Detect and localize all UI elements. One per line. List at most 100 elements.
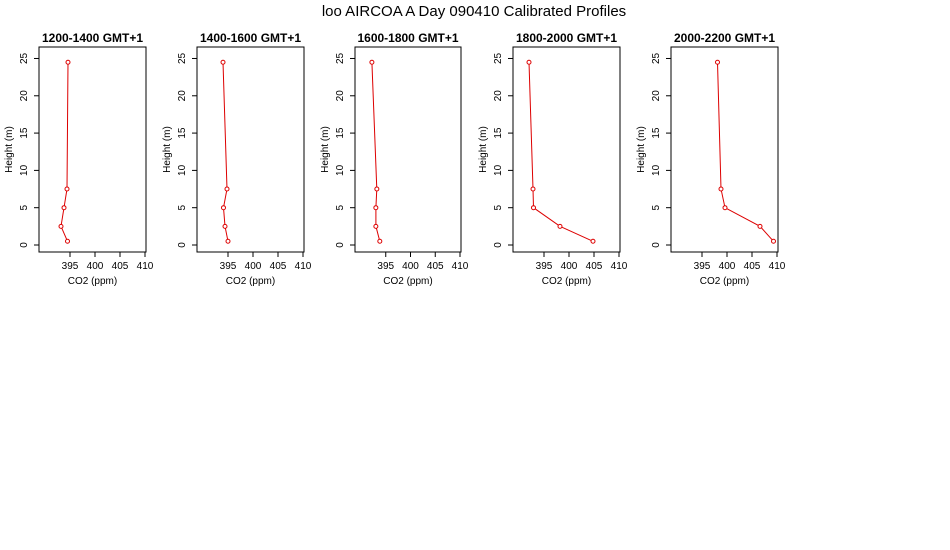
y-tick-label: 15 [651, 127, 662, 139]
data-point [65, 59, 71, 65]
y-tick-label: 5 [177, 204, 188, 210]
y-tick-label: 0 [177, 242, 188, 248]
panel-3: 1600-1800 GMT+1 395 400 405 410 0 5 10 15 20 25 CO2… [320, 31, 469, 287]
data-point [224, 186, 230, 192]
x-tick-label: 405 [586, 261, 603, 272]
y-axis-label: Height (m) [636, 126, 647, 173]
y-tick-label: 20 [651, 90, 662, 102]
data-point [222, 223, 228, 229]
y-tick-label: 10 [493, 164, 504, 176]
data-point [722, 205, 728, 211]
x-axis-label: CO2 (ppm) [226, 276, 275, 287]
profile-line [528, 62, 594, 242]
x-axis-label: CO2 (ppm) [700, 276, 749, 287]
data-point [757, 223, 763, 229]
x-tick-label: 395 [62, 261, 79, 272]
data-point [225, 238, 231, 244]
data-point [64, 186, 70, 192]
y-tick-label: 5 [651, 204, 662, 210]
profile-line [717, 62, 774, 242]
x-tick-label: 405 [270, 261, 287, 272]
y-tick-label: 10 [19, 164, 30, 176]
plot-frame [354, 46, 462, 253]
y-tick-label: 0 [19, 242, 30, 248]
data-point [377, 238, 383, 244]
x-tick-label: 400 [87, 261, 104, 272]
x-axis-label: CO2 (ppm) [383, 276, 432, 287]
x-tick-label: 400 [561, 261, 578, 272]
x-tick-label: 410 [769, 261, 786, 272]
panel-title: 1400-1600 GMT+1 [200, 31, 301, 45]
data-point [771, 238, 776, 244]
x-tick-label: 405 [427, 261, 444, 272]
panel-1: 1200-1400 GMT+1 395 400 405 410 0 5 10 15 20 25 CO2… [4, 31, 154, 287]
y-axis-label: Height (m) [4, 126, 15, 173]
x-axis-label: CO2 (ppm) [542, 276, 591, 287]
y-tick-label: 10 [335, 164, 346, 176]
data-point [373, 223, 379, 229]
data-point [220, 59, 226, 65]
x-tick-label: 410 [611, 261, 628, 272]
profile-line [60, 62, 69, 242]
panel-2: 1400-1600 GMT+1 395 400 405 410 0 5 10 15 20 25 CO2… [162, 31, 312, 287]
data-point [374, 186, 380, 192]
panel-title: 1200-1400 GMT+1 [42, 31, 143, 45]
data-point [373, 205, 379, 211]
y-tick-label: 0 [651, 242, 662, 248]
y-tick-label: 20 [493, 90, 504, 102]
y-axis-label: Height (m) [162, 126, 173, 173]
y-tick-label: 5 [493, 204, 504, 210]
panel-title: 2000-2200 GMT+1 [674, 31, 775, 45]
y-tick-label: 5 [19, 204, 30, 210]
x-tick-label: 395 [536, 261, 553, 272]
data-point [557, 223, 563, 229]
x-tick-label: 400 [245, 261, 262, 272]
y-tick-label: 0 [335, 242, 346, 248]
panel-title: 1600-1800 GMT+1 [357, 31, 458, 45]
x-tick-label: 395 [377, 261, 394, 272]
data-point [65, 238, 70, 244]
data-point [531, 205, 536, 211]
y-tick-label: 25 [335, 52, 346, 64]
y-tick-label: 20 [335, 90, 346, 102]
data-point [718, 186, 724, 192]
y-tick-label: 25 [493, 52, 504, 64]
x-tick-label: 395 [694, 261, 711, 272]
profile-line [371, 62, 381, 242]
x-tick-label: 405 [744, 261, 761, 272]
y-tick-label: 10 [651, 164, 662, 176]
x-tick-label: 395 [220, 261, 237, 272]
panel-4: 1800-2000 GMT+1 395 400 405 410 0 5 10 15 20 25 CO2… [478, 31, 628, 287]
y-tick-label: 25 [651, 52, 662, 64]
figure-title: loo AIRCOA A Day 090410 Calibrated Profi… [322, 3, 626, 20]
y-tick-label: 0 [493, 242, 504, 248]
data-point [369, 59, 375, 65]
data-point [530, 186, 536, 192]
x-tick-label: 405 [112, 261, 129, 272]
x-axis-label: CO2 (ppm) [68, 276, 117, 287]
plot-frame [512, 46, 621, 253]
profile-line [222, 62, 229, 242]
y-axis-label: Height (m) [478, 126, 489, 173]
x-tick-label: 400 [719, 261, 736, 272]
plot-frame [670, 46, 779, 253]
y-tick-label: 15 [177, 127, 188, 139]
data-point [590, 238, 596, 244]
data-point [58, 223, 64, 229]
y-tick-label: 25 [177, 52, 188, 64]
data-point [61, 205, 67, 211]
y-tick-label: 25 [19, 52, 30, 64]
y-tick-label: 15 [19, 127, 30, 139]
panel-5: 2000-2200 GMT+1 395 400 405 410 0 5 10 15 20 25 CO2… [636, 31, 786, 287]
y-tick-label: 20 [177, 90, 188, 102]
y-tick-label: 15 [335, 127, 346, 139]
y-tick-label: 15 [493, 127, 504, 139]
data-point [715, 59, 720, 65]
y-tick-label: 20 [19, 90, 30, 102]
panels-container: 1200-1400 GMT+1 395 400 405 410 0 5 10 15 20 25 CO2… [4, 31, 786, 287]
y-tick-label: 5 [335, 204, 346, 210]
x-tick-label: 410 [137, 261, 154, 272]
y-tick-label: 10 [177, 164, 188, 176]
plot-frame [196, 46, 305, 253]
